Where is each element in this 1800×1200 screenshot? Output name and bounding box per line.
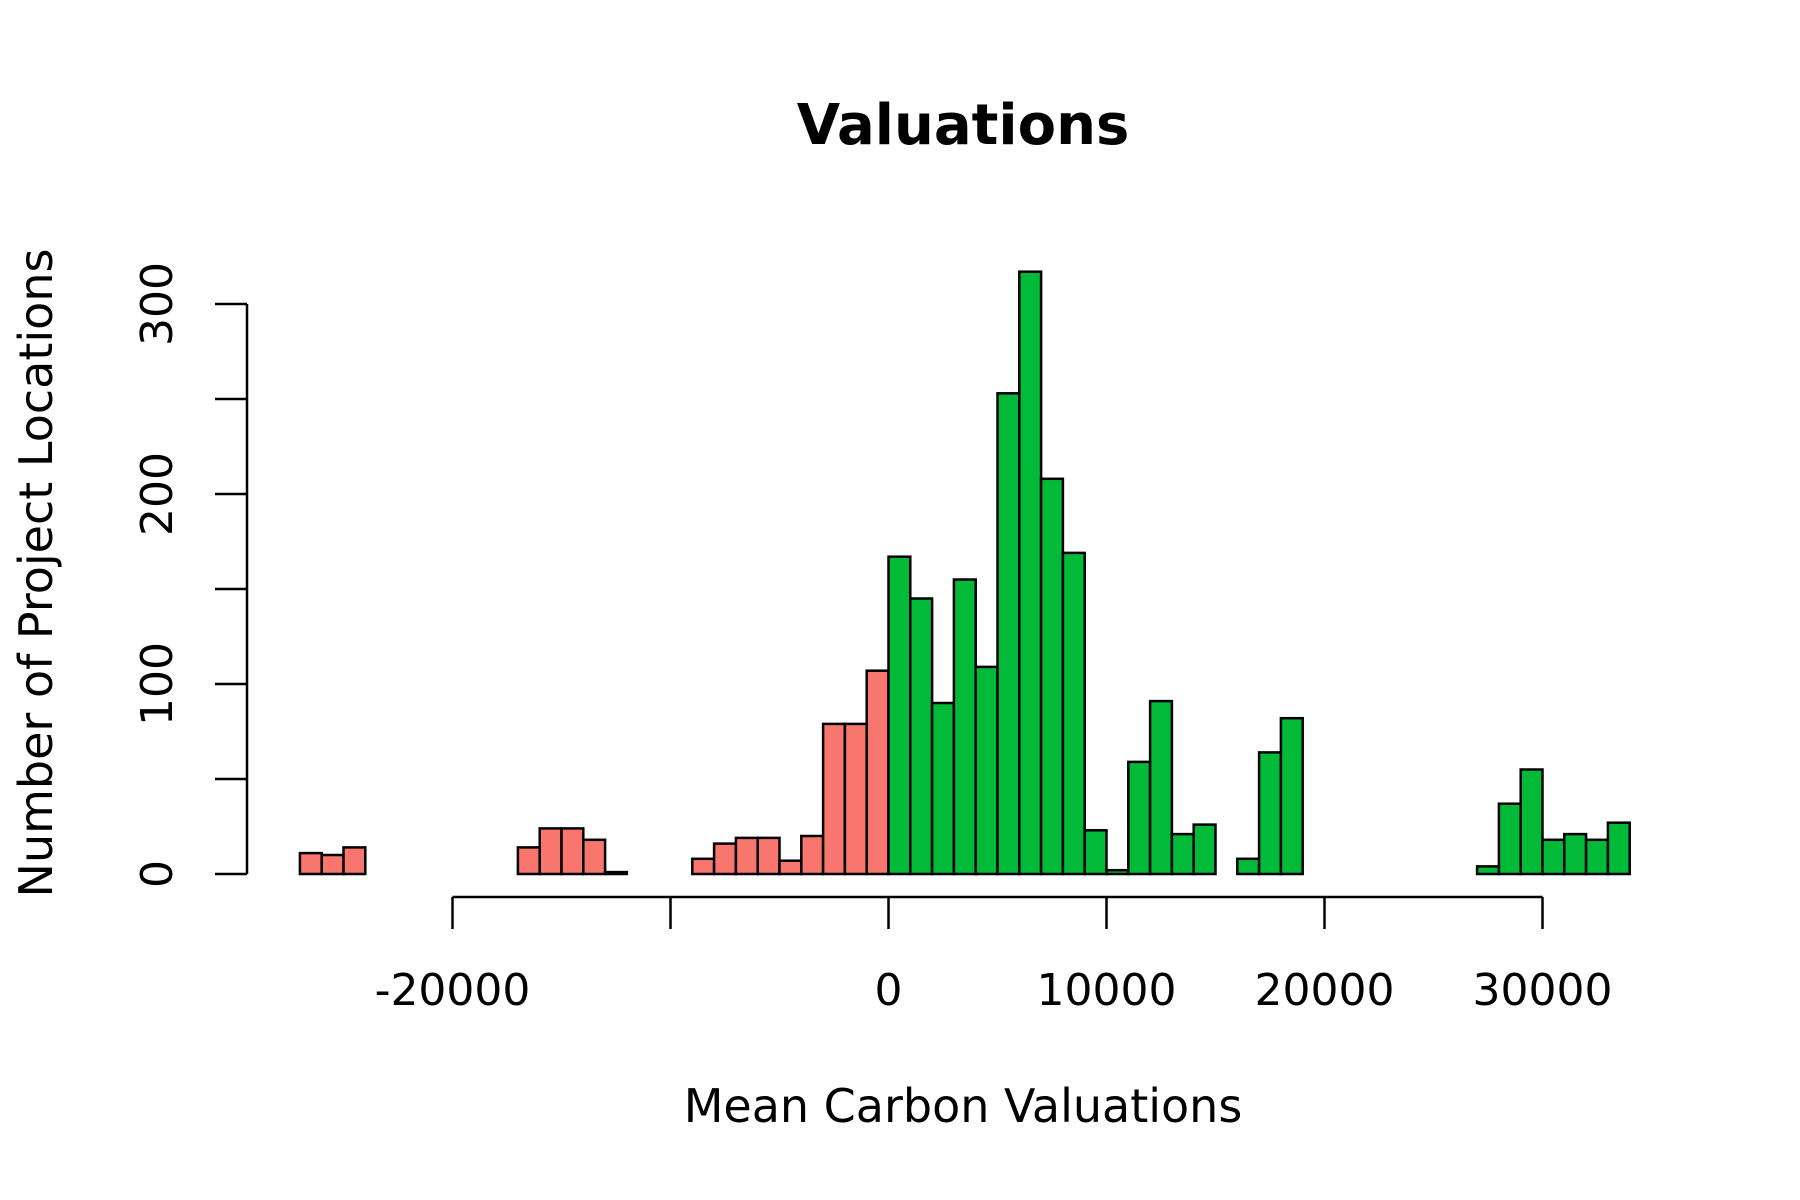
bars-group: [298, 270, 1631, 876]
y-axis: 0 100 200 300: [132, 262, 249, 888]
histogram-bar: [1170, 832, 1195, 876]
histogram-bar: [1606, 821, 1631, 876]
histogram-bar: [756, 836, 781, 876]
histogram-bar: [1127, 760, 1152, 876]
histogram-bar: [1541, 838, 1566, 876]
histogram-bar: [909, 597, 934, 876]
histogram-bar: [865, 669, 890, 876]
histogram-bar: [712, 842, 738, 876]
histogram-bar: [1257, 751, 1283, 876]
y-tick-label: 0: [132, 860, 183, 888]
histogram-bar: [843, 722, 868, 876]
histogram-bar: [821, 722, 847, 876]
x-tick-label: 10000: [1037, 965, 1177, 1016]
histogram-bar: [1148, 699, 1174, 876]
histogram-bar: [538, 827, 563, 876]
histogram-bar: [1475, 865, 1501, 876]
histogram-bar: [560, 827, 585, 876]
histogram-bar: [691, 857, 716, 876]
histogram-bar: [603, 870, 629, 876]
histogram-bar: [1519, 768, 1544, 876]
histogram-bar: [952, 578, 977, 876]
x-tick-label: -20000: [375, 965, 531, 1016]
histogram-bar: [1563, 832, 1588, 876]
histogram-bar: [1279, 716, 1304, 876]
histogram-bar: [1192, 823, 1217, 876]
histogram-bar: [320, 853, 345, 876]
histogram-bar: [1105, 868, 1130, 876]
histogram-bar: [1236, 857, 1261, 876]
histogram-bar: [582, 838, 607, 876]
histogram-bar: [778, 859, 803, 876]
y-axis-label: Number of Project Locations: [9, 249, 63, 898]
histogram-bar: [1497, 802, 1522, 876]
histogram-bar: [1039, 477, 1065, 876]
histogram-bar: [1584, 838, 1610, 876]
histogram-bar: [996, 392, 1021, 876]
histogram-bar: [1083, 829, 1108, 876]
x-axis-label: Mean Carbon Valuations: [684, 1079, 1243, 1133]
histogram-bar: [734, 836, 759, 876]
y-tick-label: 300: [132, 262, 183, 346]
x-tick-label: 0: [875, 965, 903, 1016]
y-tick-label: 200: [132, 452, 183, 536]
histogram-bar: [974, 665, 999, 876]
x-axis: -20000 0 10000 20000 30000: [375, 895, 1613, 1016]
chart-title: Valuations: [797, 93, 1130, 158]
histogram-bar: [1018, 270, 1043, 876]
y-tick-label: 100: [132, 642, 183, 726]
x-tick-label: 30000: [1473, 965, 1613, 1016]
histogram-bar: [342, 846, 367, 876]
x-tick-label: 20000: [1255, 965, 1395, 1016]
histogram-bar: [800, 834, 825, 876]
histogram-bar: [298, 851, 323, 876]
histogram-bar: [887, 555, 912, 876]
histogram-bar: [930, 701, 956, 876]
histogram-bar: [1061, 551, 1086, 876]
histogram-bar: [516, 846, 541, 876]
